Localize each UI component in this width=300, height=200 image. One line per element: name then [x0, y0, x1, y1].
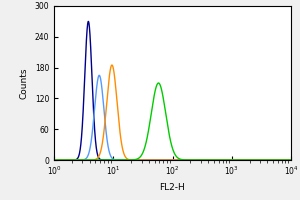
X-axis label: FL2-H: FL2-H — [160, 183, 185, 192]
Y-axis label: Counts: Counts — [20, 67, 29, 99]
